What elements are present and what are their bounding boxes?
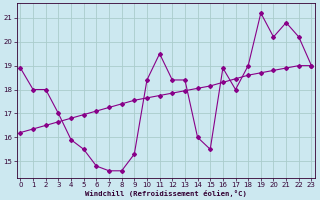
X-axis label: Windchill (Refroidissement éolien,°C): Windchill (Refroidissement éolien,°C) [85, 190, 247, 197]
